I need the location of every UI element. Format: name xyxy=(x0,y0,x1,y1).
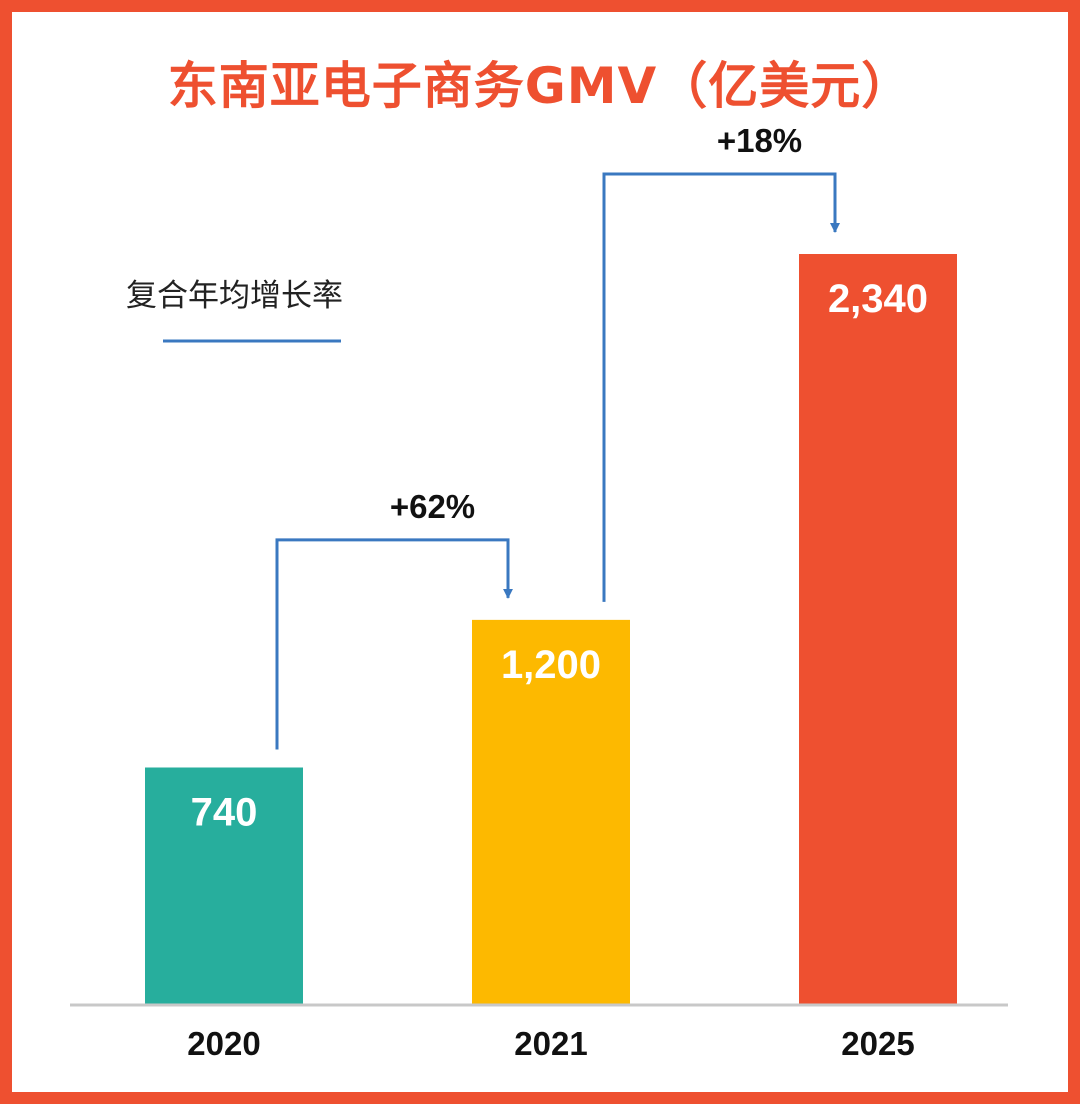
bars-layer: 740 1,200 2,340 xyxy=(145,254,957,1005)
bar-value-label-2025: 2,340 xyxy=(828,277,928,321)
growth-arrow-2020-2021 xyxy=(275,538,513,750)
bar-2021 xyxy=(472,619,630,1005)
legend: 复合年均增长率 xyxy=(126,278,343,343)
bar-2025 xyxy=(799,254,957,1005)
growth-label-2020-2021: +62% xyxy=(390,488,475,525)
growth-label-2021-2025: +18% xyxy=(717,122,802,159)
x-tick-label-2025: 2025 xyxy=(841,1025,914,1062)
x-axis-ticks: 2020 2021 2025 xyxy=(187,1025,914,1062)
growth-arrow-2021-2025 xyxy=(602,172,840,602)
legend-label: 复合年均增长率 xyxy=(126,278,343,314)
bar-value-label-2020: 740 xyxy=(191,791,258,835)
chart-title: 东南亚电子商务GMV（亿美元） xyxy=(167,57,913,115)
x-tick-label-2020: 2020 xyxy=(187,1025,260,1062)
x-tick-label-2021: 2021 xyxy=(514,1025,587,1062)
growth-arrows: +62% +18% xyxy=(275,122,840,750)
bar-value-label-2021: 1,200 xyxy=(501,643,601,687)
bar-2020 xyxy=(145,767,303,1005)
